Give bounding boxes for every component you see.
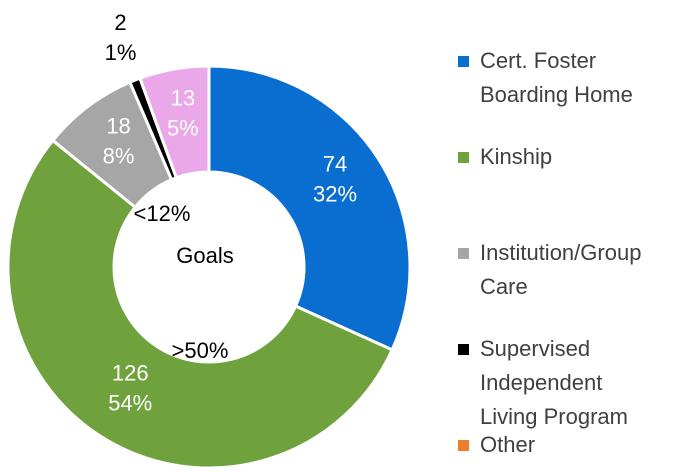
data-label: 126 bbox=[112, 361, 149, 386]
data-label-percent: 5% bbox=[167, 115, 199, 140]
data-label: 74 bbox=[323, 152, 347, 177]
legend-entry: Cert. Foster Boarding Home bbox=[458, 44, 663, 112]
data-label-percent: 54% bbox=[108, 391, 152, 416]
legend-entry: Institution/Group Care bbox=[458, 236, 663, 304]
data-label: 18 bbox=[106, 113, 130, 138]
legend-label: Institution/Group Care bbox=[480, 240, 642, 299]
data-label-percent: 8% bbox=[103, 143, 135, 168]
data-label-percent: 32% bbox=[313, 182, 357, 207]
annotation: Goals bbox=[176, 243, 233, 268]
data-label-percent: 1% bbox=[105, 40, 137, 65]
donut-slice bbox=[6, 138, 395, 470]
donut-slice bbox=[138, 64, 211, 180]
legend-swatch bbox=[458, 152, 469, 163]
legend-entry: Kinship bbox=[458, 140, 663, 174]
legend-label: Other bbox=[480, 432, 536, 457]
annotation: <12% bbox=[134, 201, 191, 226]
legend-label: Kinship bbox=[480, 144, 553, 169]
legend-label: Supervised Independent Living Program bbox=[480, 336, 628, 429]
data-label: 13 bbox=[171, 85, 195, 110]
legend-swatch bbox=[458, 344, 469, 355]
legend-swatch bbox=[458, 440, 469, 451]
donut-slice bbox=[207, 64, 412, 352]
legend-swatch bbox=[458, 56, 469, 67]
legend-label: Cert. Foster Boarding Home bbox=[480, 48, 633, 107]
annotation: >50% bbox=[172, 338, 229, 363]
legend-swatch bbox=[458, 248, 469, 259]
legend-entry: Supervised Independent Living Program bbox=[458, 332, 663, 434]
data-label: 2 bbox=[114, 10, 126, 35]
legend-entry: Other bbox=[458, 428, 663, 462]
